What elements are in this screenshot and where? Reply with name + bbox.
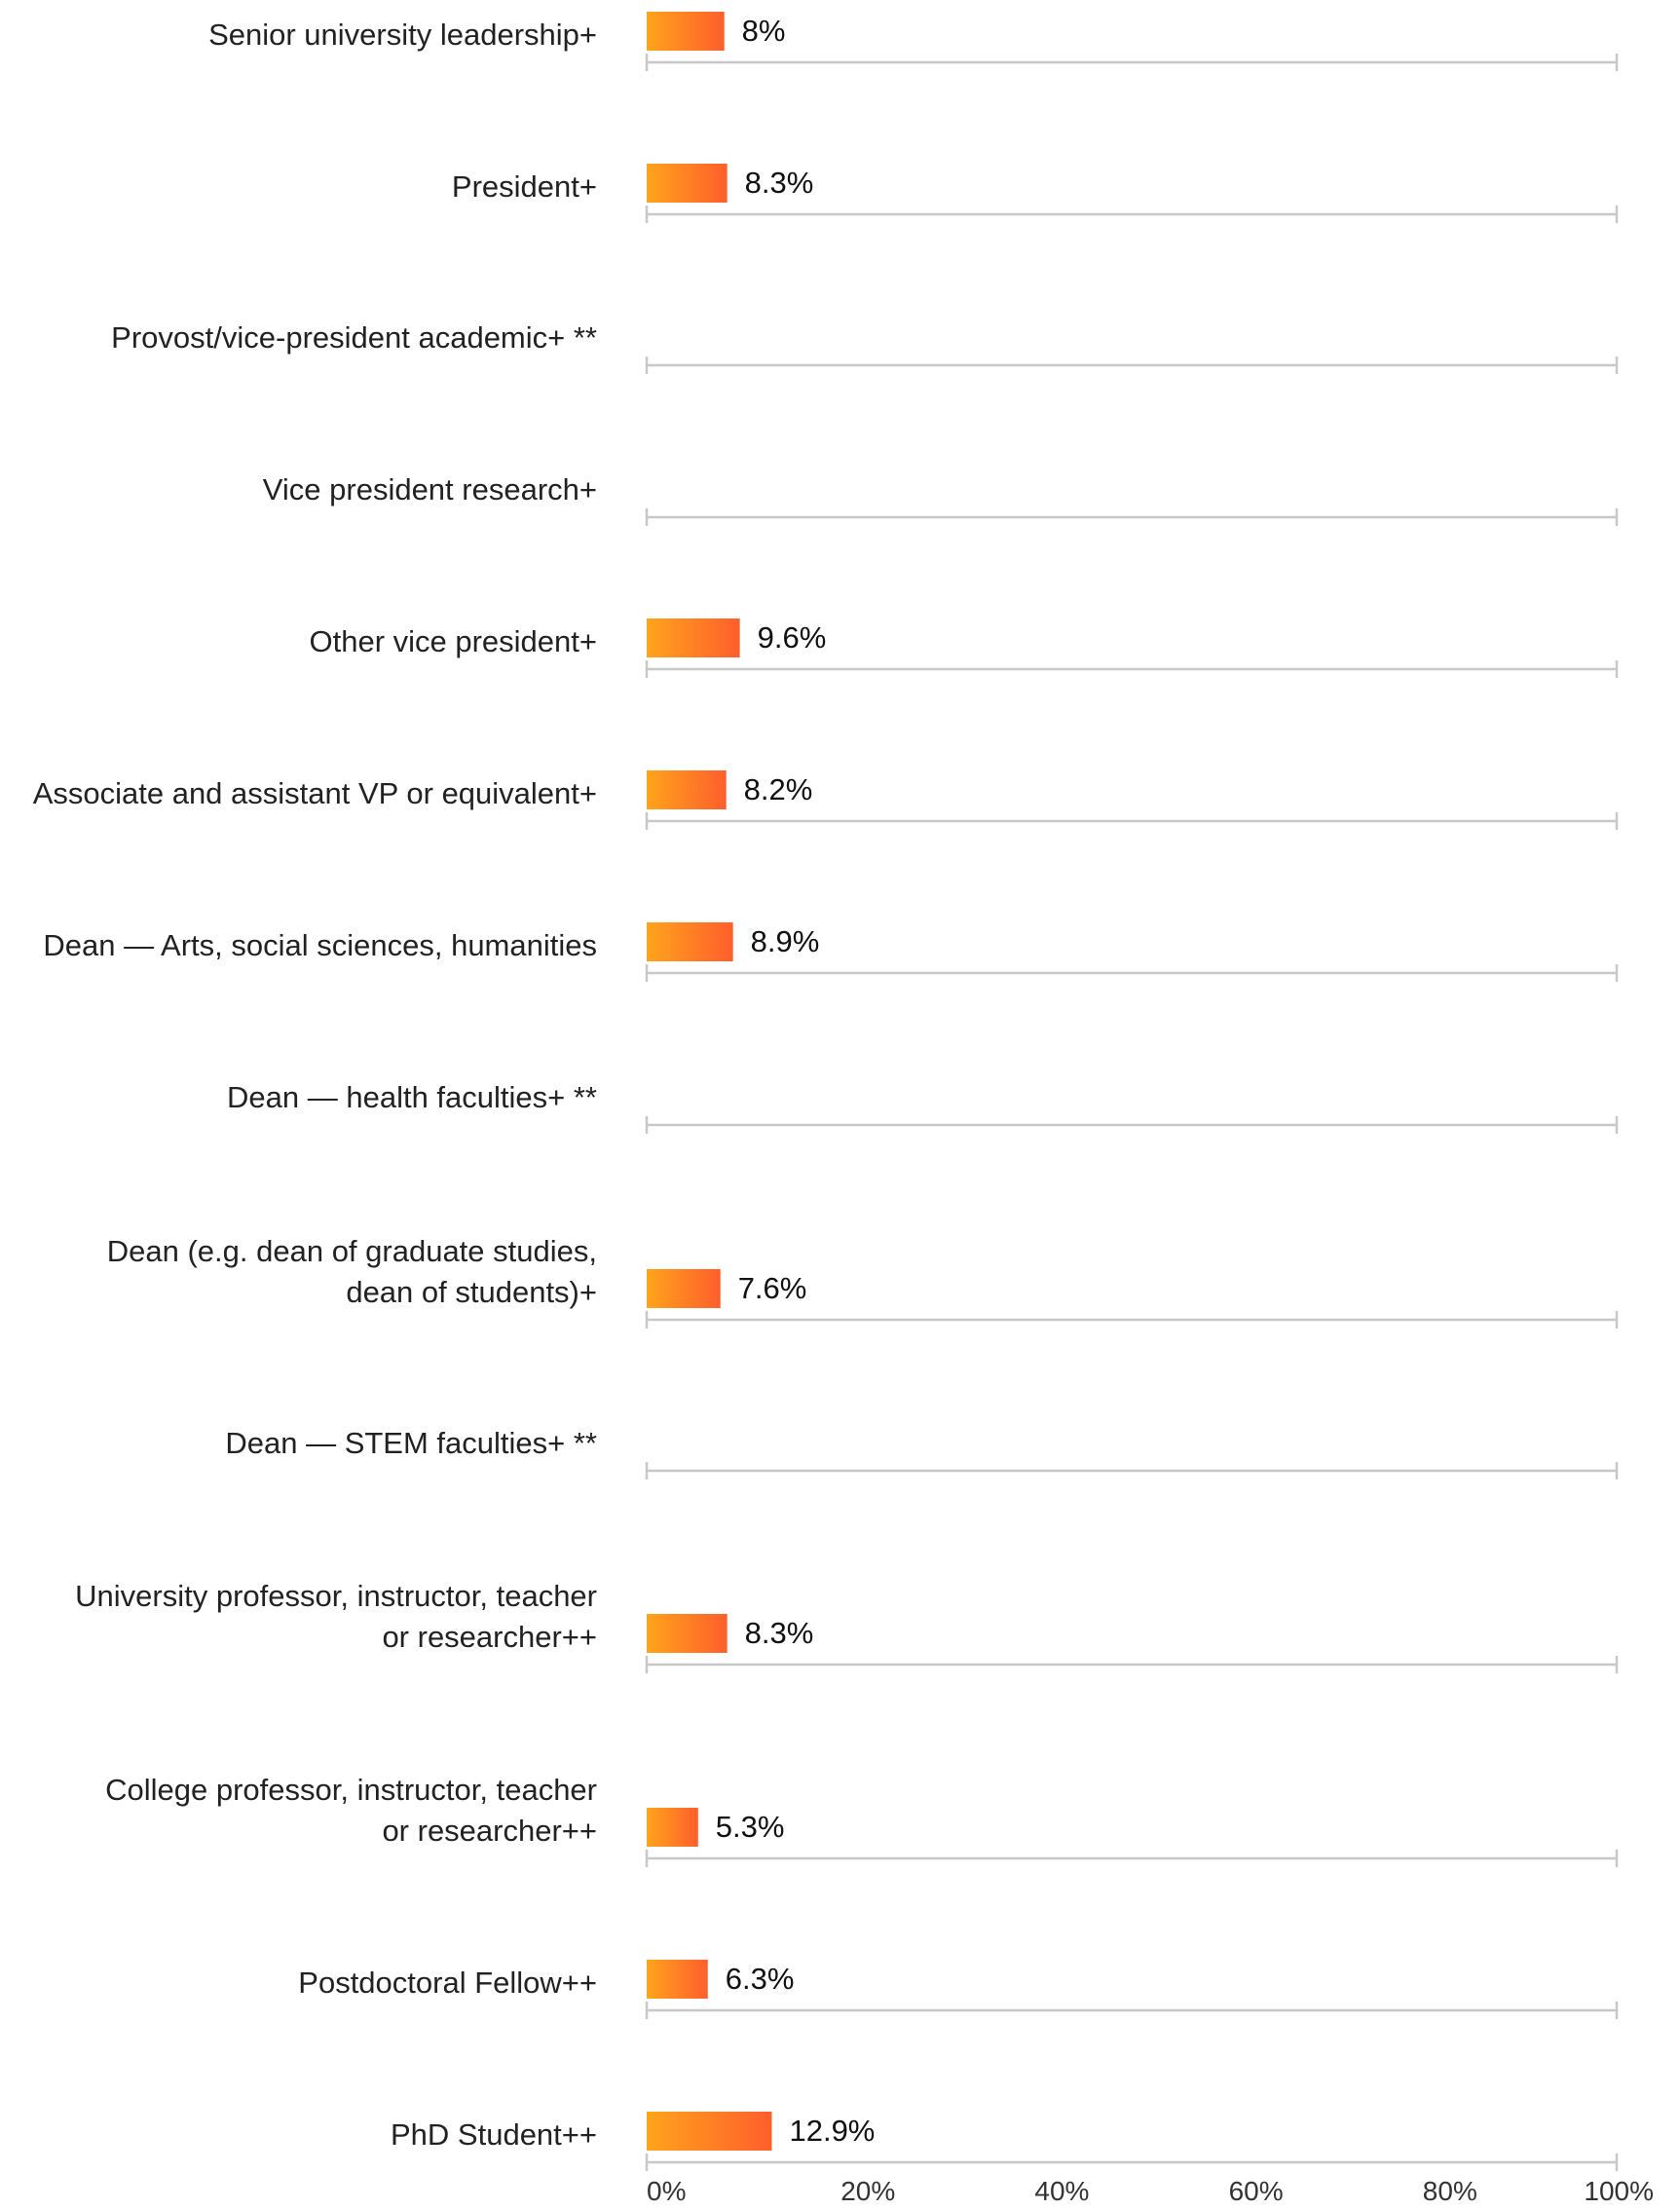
chart-row: Dean — Arts, social sciences, humanities…: [43, 922, 1619, 982]
chart-row: Dean (e.g. dean of graduate studies, dean…: [107, 1234, 1619, 1329]
category-label-line: Senior university leadership+: [208, 18, 597, 52]
category-label: Dean — Arts, social sciences, humanities: [43, 928, 597, 962]
category-label-line: or researcher++: [382, 1620, 597, 1654]
chart-row: Dean — STEM faculties+ **: [225, 1426, 1619, 1480]
x-tick-label: 20%: [840, 2176, 895, 2206]
chart-row: PhD Student++ 12.9%: [391, 2112, 1619, 2171]
bar-value-label: 12.9%: [789, 2114, 875, 2148]
chart-row: Senior university leadership+ 8%: [208, 12, 1619, 71]
bar: [647, 770, 727, 809]
category-label-line: Dean — health faculties+ **: [227, 1080, 597, 1114]
category-label-line: President+: [452, 169, 597, 204]
bar-value-label: 8.9%: [751, 924, 820, 958]
bar-value-label: 7.6%: [738, 1271, 807, 1305]
category-label: University professor, instructor, teache…: [75, 1579, 597, 1654]
bar: [647, 12, 725, 51]
category-label-line: Dean — Arts, social sciences, humanities: [43, 928, 597, 962]
bar-value-label: 5.3%: [716, 1810, 785, 1844]
category-label-line: dean of students)+: [346, 1275, 597, 1309]
category-label: PhD Student++: [391, 2117, 597, 2152]
category-label-line: Other vice president+: [309, 624, 597, 658]
bar-value-label: 9.6%: [758, 620, 827, 655]
chart-row: President+ 8.3%: [452, 164, 1619, 223]
bar-value-label: 8.2%: [744, 772, 813, 806]
chart-row: Postdoctoral Fellow++ 6.3%: [298, 1960, 1619, 2019]
category-label: Senior university leadership+: [208, 18, 597, 52]
category-label-line: Dean (e.g. dean of graduate studies,: [107, 1234, 597, 1268]
chart-row: Provost/vice-president academic+ **: [111, 320, 1619, 374]
chart-row: Associate and assistant VP or equivalent…: [33, 770, 1619, 830]
x-tick-label: 60%: [1229, 2176, 1284, 2206]
category-label-line: or researcher++: [382, 1814, 597, 1848]
category-label: President+: [452, 169, 597, 204]
category-label: Postdoctoral Fellow++: [298, 1966, 597, 2000]
category-label-line: Vice president research+: [263, 472, 597, 506]
x-tick-label: 100%: [1584, 2176, 1654, 2206]
bar-value-label: 8.3%: [745, 1616, 814, 1650]
bar: [647, 1269, 721, 1308]
chart-row: University professor, instructor, teache…: [75, 1579, 1619, 1673]
category-label-line: PhD Student++: [391, 2117, 597, 2152]
bar-value-label: 8.3%: [745, 166, 814, 200]
bar: [647, 164, 728, 203]
x-tick-label: 80%: [1423, 2176, 1477, 2206]
category-label: Dean — STEM faculties+ **: [225, 1426, 597, 1460]
category-label-line: University professor, instructor, teache…: [75, 1579, 597, 1613]
chart-row: Vice president research+: [263, 472, 1619, 526]
category-label: Dean — health faculties+ **: [227, 1080, 597, 1114]
category-label: College professor, instructor, teacher or…: [105, 1773, 597, 1848]
category-label: Provost/vice-president academic+ **: [111, 320, 597, 355]
bar: [647, 922, 733, 961]
category-label-line: Associate and assistant VP or equivalent…: [33, 776, 597, 810]
chart-row: Other vice president+ 9.6%: [309, 618, 1619, 678]
category-label-line: Provost/vice-president academic+ **: [111, 320, 597, 355]
x-tick-label: 40%: [1034, 2176, 1089, 2206]
category-label-line: Postdoctoral Fellow++: [298, 1966, 597, 2000]
x-tick-label: 0%: [647, 2176, 686, 2206]
category-label: Associate and assistant VP or equivalent…: [33, 776, 597, 810]
bar-value-label: 6.3%: [726, 1962, 795, 1996]
chart-row: College professor, instructor, teacher or…: [105, 1773, 1619, 1867]
bar: [647, 2112, 772, 2151]
category-label: Vice president research+: [263, 472, 597, 506]
bar: [647, 1614, 728, 1653]
category-label-line: College professor, instructor, teacher: [105, 1773, 597, 1807]
chart-row: Dean — health faculties+ **: [227, 1080, 1619, 1134]
category-label: Dean (e.g. dean of graduate studies, dean…: [107, 1234, 597, 1309]
bar: [647, 1808, 698, 1847]
category-label: Other vice president+: [309, 624, 597, 658]
bar: [647, 1960, 708, 1999]
bar-value-label: 8%: [742, 14, 786, 48]
category-label-line: Dean — STEM faculties+ **: [225, 1426, 597, 1460]
bar: [647, 618, 740, 657]
